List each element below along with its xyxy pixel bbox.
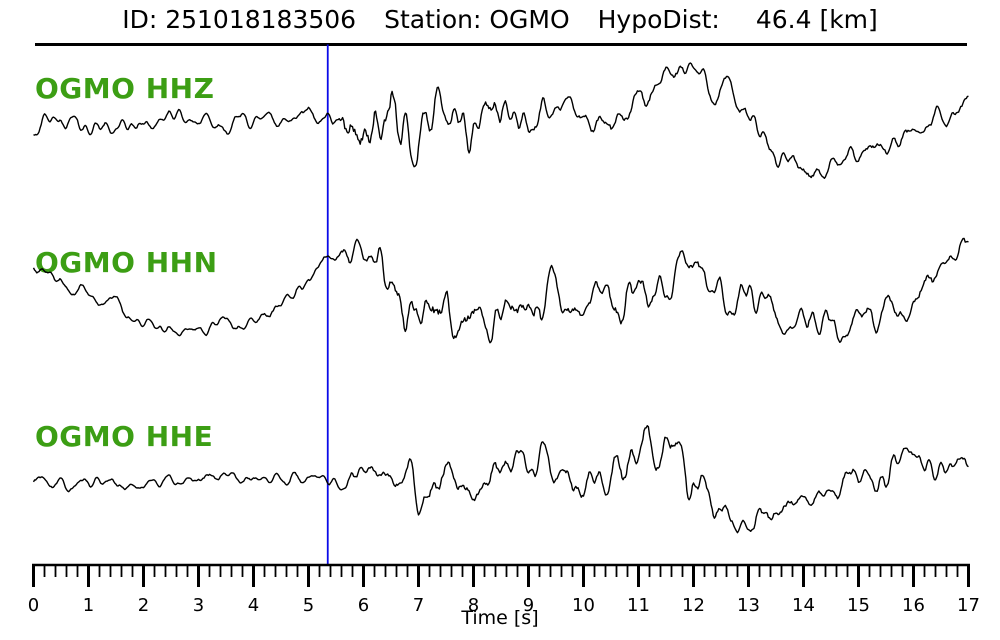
x-axis-label: Time [s] [461, 607, 539, 629]
axis-tick-label: 0 [28, 595, 39, 616]
trace-label-hhe: OGMO HHE [35, 420, 214, 453]
axis-tick-label: 3 [193, 595, 204, 616]
axis-tick-label: 2 [138, 595, 149, 616]
time-axis: 0 1 2 3 4 5 6 7 8 9 10 11 12 13 14 15 16 17 [28, 563, 980, 616]
axis-tick-label: 10 [572, 595, 595, 616]
waveform-trace-hhe [32, 425, 969, 534]
trace-label-hhz: OGMO HHZ [35, 72, 215, 105]
axis-tick-label: 1 [83, 595, 94, 616]
axis-tick-label: 13 [737, 595, 760, 616]
axis-tick-label: 8 [468, 595, 479, 616]
hypodist-label: HypoDist: [597, 5, 720, 34]
title-separator-line [35, 43, 967, 46]
station-text: Station: OGMO [384, 5, 570, 34]
axis-tick-label: 11 [627, 595, 650, 616]
axis-tick-label: 9 [523, 595, 534, 616]
event-id-text: ID: 251018183506 [122, 5, 357, 34]
hypodist-value: 46.4 [km] [755, 5, 878, 34]
plot-title: ID: 251018183506 Station: OGMO HypoDist:… [0, 5, 1000, 34]
waveform-trace-hhn [32, 237, 969, 344]
axis-tick-label: 14 [792, 595, 815, 616]
axis-tick-label: 6 [358, 595, 369, 616]
axis-tick-label: 7 [413, 595, 424, 616]
axis-tick-label: 4 [248, 595, 259, 616]
axis-tick-label: 12 [682, 595, 705, 616]
trace-label-hhn: OGMO HHN [35, 246, 218, 279]
axis-tick-label: 17 [957, 595, 980, 616]
axis-tick-label: 16 [902, 595, 925, 616]
axis-tick-label: 15 [847, 595, 870, 616]
waveform-trace-hhz [33, 62, 969, 180]
axis-tick-label: 5 [303, 595, 314, 616]
